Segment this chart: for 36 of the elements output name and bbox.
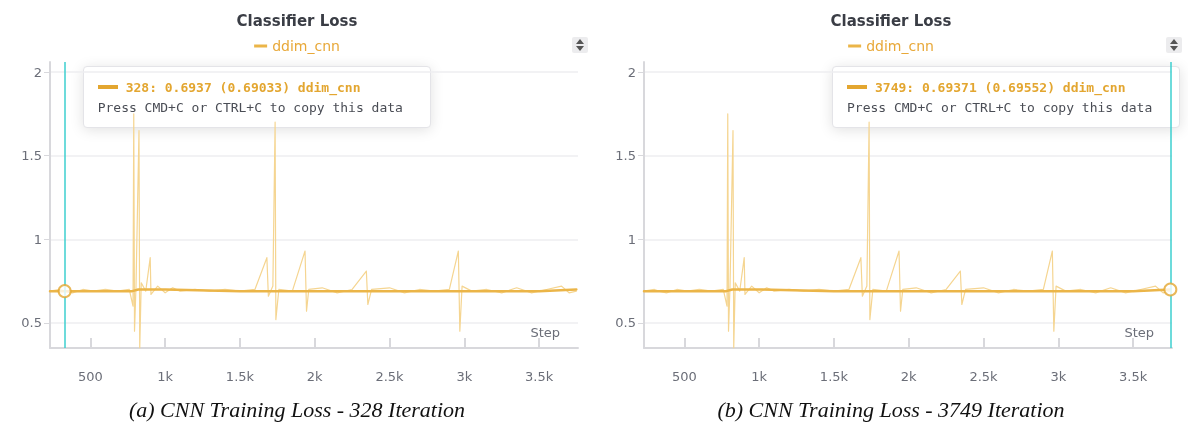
text: (b) CNN Training Loss - 3749 Iteration xyxy=(717,396,1065,422)
annotation: 328: 0.6937 (0.69033) ddim_cnn xyxy=(125,79,361,95)
y-tick-label: 2 xyxy=(627,64,636,80)
legend-label: ddim_cnn xyxy=(866,38,934,54)
x-tick-label: 2k xyxy=(900,369,918,384)
y-tick-label: 1 xyxy=(33,231,42,247)
legend-label: ddim_cnn xyxy=(272,38,340,54)
x-tick-label: 500 xyxy=(77,369,103,384)
chart-title: Classifier Loss xyxy=(236,11,358,30)
y-tick-label: 1.5 xyxy=(615,148,636,164)
tooltip-box: 3749: 0.69371 (0.69552) ddim_cnn Press CMD+C or CTRL+C to copy this data xyxy=(832,66,1180,128)
x-tick-label: 3.5k xyxy=(1119,369,1148,384)
x-tick-label: 1.5k xyxy=(819,369,849,384)
x-axis-title: Step xyxy=(1124,325,1155,340)
x-tick-label: 1k xyxy=(157,369,174,384)
y-tick-label: 2 xyxy=(33,64,42,80)
chart-title: Classifier Loss xyxy=(830,11,952,30)
x-tick-label: 3.5k xyxy=(525,369,554,384)
x-tick-label: 2.5k xyxy=(375,369,405,384)
y-tick-label: 1.5 xyxy=(21,148,42,164)
y-tick-label: 0.5 xyxy=(615,315,636,331)
x-tick-label: 2.5k xyxy=(969,369,999,384)
x-tick-label: 3k xyxy=(1050,369,1067,384)
x-tick-label: 3k xyxy=(456,369,473,384)
x-axis-title: Step xyxy=(530,325,561,340)
x-tick-label: 1.5k xyxy=(225,369,255,384)
x-tick-label: 500 xyxy=(671,369,697,384)
text: (a) CNN Training Loss - 328 Iteration xyxy=(128,396,466,422)
x-tick-label: 2k xyxy=(306,369,324,384)
annotation: Press CMD+C or CTRL+C to copy this data xyxy=(97,99,403,115)
annotation: Press CMD+C or CTRL+C to copy this data xyxy=(847,99,1153,115)
x-tick-label: 1k xyxy=(751,369,768,384)
annotation: 3749: 0.69371 (0.69552) ddim_cnn xyxy=(875,79,1126,95)
y-tick-label: 0.5 xyxy=(21,315,42,331)
tooltip-box: 328: 0.6937 (0.69033) ddim_cnn Press CMD+C or CTRL+C to copy this data xyxy=(82,66,431,128)
y-tick-label: 1 xyxy=(627,231,636,247)
